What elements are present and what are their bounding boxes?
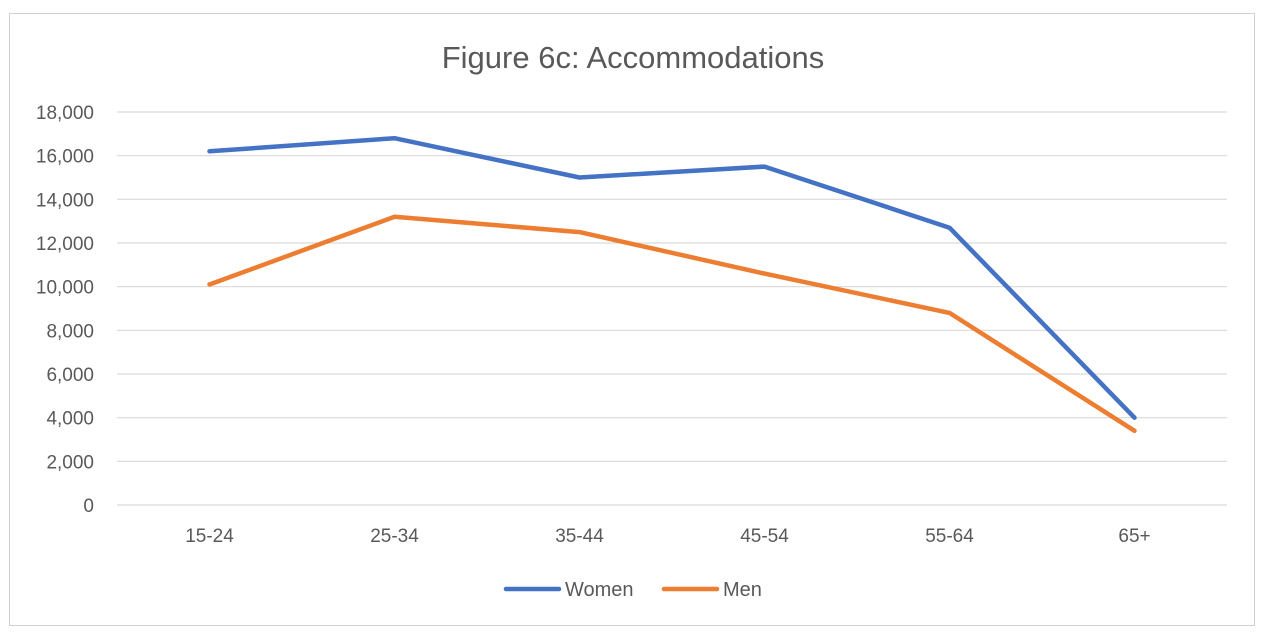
gridlines (117, 111, 1227, 506)
chart-title: Figure 6c: Accommodations (442, 40, 825, 75)
legend-label-women: Women (565, 579, 634, 601)
x-tick-label: 55-64 (925, 526, 974, 547)
x-axis-ticks: 15-24 25-34 35-44 45-54 55-64 65+ (185, 526, 1150, 547)
y-tick-label: 18,000 (36, 103, 94, 124)
y-tick-label: 8,000 (46, 321, 94, 342)
series-line-men (207, 214, 1137, 434)
y-tick-label: 10,000 (36, 278, 94, 299)
x-tick-label: 35-44 (555, 526, 604, 547)
legend: Women Men (503, 579, 762, 601)
y-tick-label: 2,000 (46, 452, 94, 473)
x-tick-label: 45-54 (740, 526, 789, 547)
y-tick-label: 4,000 (46, 409, 94, 430)
y-axis-ticks: 0 2,000 4,000 6,000 8,000 10,000 12,000 14,000 1… (36, 103, 94, 517)
x-tick-label: 65+ (1118, 526, 1150, 547)
x-tick-label: 15-24 (185, 526, 234, 547)
chart-frame (9, 13, 1255, 626)
series-lines (207, 135, 1137, 434)
y-tick-label: 12,000 (36, 234, 94, 255)
legend-label-men: Men (723, 579, 762, 601)
y-tick-label: 14,000 (36, 190, 94, 211)
y-tick-label: 16,000 (36, 147, 94, 168)
y-tick-label: 6,000 (46, 365, 94, 386)
y-tick-label: 0 (83, 496, 94, 517)
series-line-women (207, 135, 1137, 420)
x-tick-label: 25-34 (370, 526, 419, 547)
